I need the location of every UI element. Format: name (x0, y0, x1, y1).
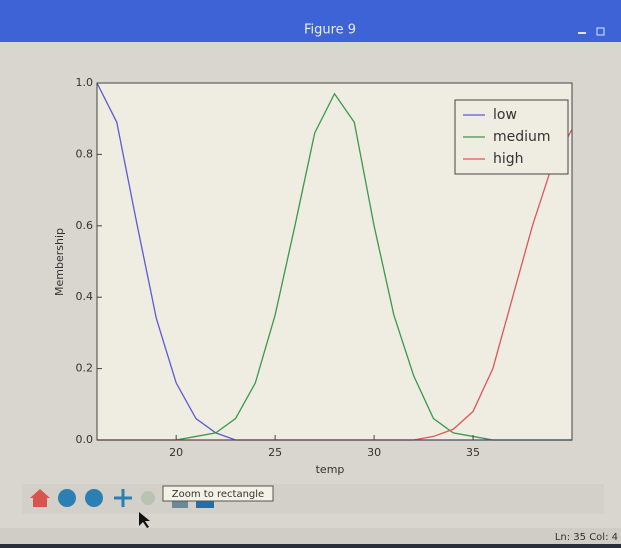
toolbar (22, 484, 604, 514)
x-tick-label: 25 (268, 446, 282, 459)
x-axis-label: temp (316, 463, 345, 476)
axes-frame (96, 82, 573, 441)
y-tick-label: 0.8 (76, 147, 94, 160)
x-tick-label: 30 (367, 446, 381, 459)
save-button[interactable] (196, 500, 214, 508)
zoom-button[interactable] (141, 491, 155, 505)
title-bar (0, 0, 621, 42)
legend-label: medium (493, 129, 551, 145)
subplots-button[interactable] (172, 500, 188, 508)
y-tick-label: 1.0 (76, 76, 94, 89)
tooltip-text: Zoom to rectangle (172, 489, 264, 500)
home-button[interactable] (30, 489, 50, 507)
pan-button[interactable] (114, 489, 132, 507)
y-axis-label: Membership (53, 228, 66, 296)
status-bar (0, 528, 621, 544)
forward-button[interactable] (85, 489, 103, 507)
legend-label: high (493, 151, 524, 167)
back-button[interactable] (58, 489, 76, 507)
window-title: Figure 9 (304, 23, 356, 38)
status-text: Ln: 35 Col: 4 (555, 532, 618, 543)
maximize-button[interactable] (596, 27, 605, 36)
x-tick-label: 20 (169, 446, 183, 459)
legend-label: low (493, 107, 517, 123)
mouse-cursor (139, 512, 150, 528)
x-tick-label: 35 (466, 446, 480, 459)
y-tick-label: 0.6 (76, 219, 94, 232)
minimize-button[interactable] (578, 32, 586, 34)
tooltip (162, 485, 274, 502)
y-tick-label: 0.0 (76, 433, 94, 446)
y-tick-label: 0.2 (76, 362, 94, 375)
y-tick-label: 0.4 (76, 290, 94, 303)
